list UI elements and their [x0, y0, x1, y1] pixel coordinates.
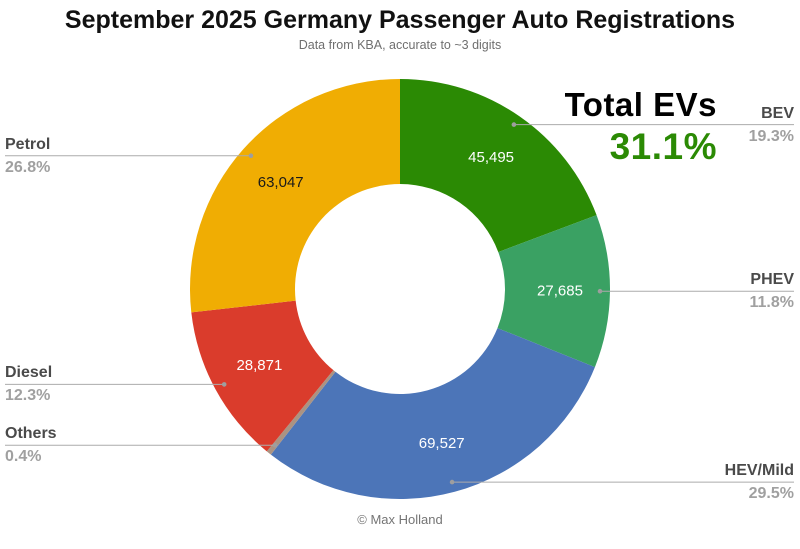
chart-title: September 2025 Germany Passenger Auto Re…	[64, 6, 736, 34]
leader-dot-hev-mild	[449, 479, 455, 485]
slice-value-phev: 27,685	[537, 282, 583, 299]
slice-label-diesel: Diesel	[5, 364, 53, 382]
leader-dot-others	[272, 442, 278, 448]
footer-credit: © Max Holland	[357, 512, 443, 527]
slice-label-phev: PHEV	[750, 271, 794, 289]
total-evs-title: Total EVs	[564, 86, 717, 123]
chart-subtitle: Data from KBA, accurate to ~3 digits	[298, 38, 502, 52]
slice-phev	[497, 215, 611, 368]
slice-label-hev-mild: HEV/Mild	[724, 462, 794, 480]
slice-percent-others: 0.4%	[5, 448, 42, 466]
slice-bev	[400, 79, 597, 253]
slice-value-diesel: 28,871	[236, 357, 282, 374]
slice-percent-phev: 11.8%	[749, 294, 794, 312]
slice-label-others: Others	[5, 425, 57, 443]
slice-petrol	[189, 79, 400, 313]
leader-dot-phev	[597, 288, 603, 294]
total-evs-annotation: Total EVs 31.1%	[565, 88, 717, 165]
slice-percent-petrol: 26.8%	[5, 158, 51, 176]
slice-value-petrol: 63,047	[258, 174, 304, 191]
slice-percent-diesel: 12.3%	[5, 387, 51, 405]
leader-dot-petrol	[248, 153, 254, 158]
total-evs-value: 31.1%	[609, 126, 717, 167]
slice-diesel	[191, 300, 334, 452]
slice-value-bev: 45,495	[468, 149, 514, 166]
slice-hev-mild	[270, 328, 595, 499]
slice-percent-hev-mild: 29.5%	[748, 485, 794, 503]
slice-label-petrol: Petrol	[5, 135, 51, 153]
leader-dot-diesel	[221, 382, 227, 387]
slice-others	[266, 370, 336, 455]
slice-value-hev-mild: 69,527	[419, 435, 465, 452]
leader-dot-bev	[511, 122, 517, 127]
slice-label-bev: BEV	[761, 104, 794, 122]
slice-percent-bev: 19.3%	[748, 127, 794, 145]
